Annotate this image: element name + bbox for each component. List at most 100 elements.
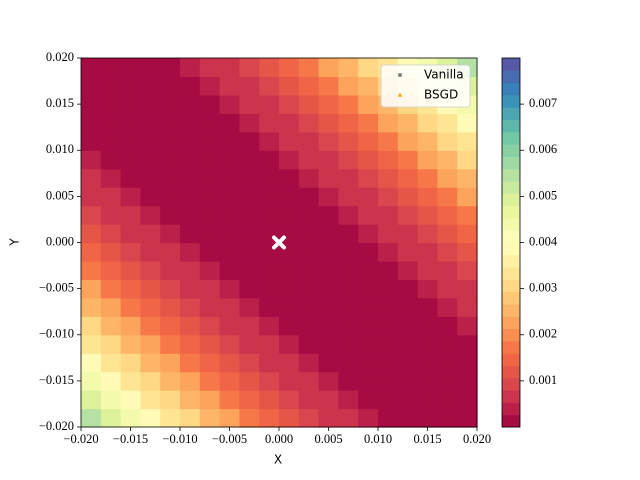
heatmap-cell [457, 316, 478, 336]
heatmap-cell [279, 150, 300, 170]
heatmap-cell [417, 150, 438, 170]
heatmap-cell [318, 113, 339, 133]
heatmap-cell [199, 334, 221, 354]
heatmap-cell [199, 113, 221, 133]
heatmap-cell [378, 371, 399, 391]
heatmap-cell [100, 334, 122, 354]
heatmap-cell [279, 131, 300, 151]
heatmap-cell [140, 390, 161, 410]
heatmap-cell [239, 408, 260, 428]
heatmap-cell [219, 224, 240, 244]
heatmap-cell [378, 390, 399, 410]
heatmap-cell [397, 353, 419, 373]
heatmap-cell [437, 316, 458, 336]
heatmap-cell [397, 279, 419, 299]
heatmap-cell [397, 131, 419, 151]
heatmap-cell [457, 408, 478, 428]
heatmap-cell [120, 205, 141, 225]
heatmap-cell [397, 168, 419, 188]
colorbar-band [502, 82, 520, 96]
heatmap-cell [457, 187, 478, 207]
heatmap-cell [378, 131, 399, 151]
heatmap-cell [457, 224, 478, 244]
heatmap-cell [120, 334, 141, 354]
heatmap-cell [298, 334, 320, 354]
heatmap-cell [397, 297, 419, 317]
heatmap-cell [81, 131, 102, 151]
heatmap-cell [239, 242, 260, 262]
y-tick-label: −0.015 [39, 373, 74, 387]
heatmap-cell [279, 371, 300, 391]
heatmap-cell [100, 390, 122, 410]
heatmap-cell [120, 224, 141, 244]
heatmap-cell [279, 94, 300, 114]
heatmap-cell [160, 150, 181, 170]
heatmap-cell [378, 297, 399, 317]
heatmap-cell [298, 168, 320, 188]
heatmap-cell [437, 334, 458, 354]
heatmap-cell [199, 224, 221, 244]
heatmap-cell [140, 187, 161, 207]
heatmap-cell [437, 224, 458, 244]
heatmap-cell [140, 279, 161, 299]
heatmap-cell [239, 224, 260, 244]
heatmap-cell [397, 205, 419, 225]
heatmap-cell [81, 94, 102, 114]
heatmap-cell [298, 76, 320, 96]
heatmap-cell [100, 224, 122, 244]
heatmap-cell [160, 353, 181, 373]
legend-label: BSGD [424, 88, 458, 102]
heatmap-cell [318, 224, 339, 244]
legend-marker [398, 73, 402, 77]
heatmap-cell [437, 390, 458, 410]
heatmap-cell [120, 76, 141, 96]
heatmap-cell [259, 353, 280, 373]
heatmap-cell [160, 260, 181, 280]
heatmap-cell [219, 353, 240, 373]
heatmap-cell [437, 260, 458, 280]
heatmap-cell [140, 131, 161, 151]
heatmap-cell [81, 113, 102, 133]
heatmap-cell [239, 316, 260, 336]
x-axis-label: X [274, 453, 282, 467]
heatmap-cell [140, 58, 161, 78]
heatmap-cell [318, 334, 339, 354]
heatmap-cell [279, 408, 300, 428]
heatmap-cell [259, 297, 280, 317]
heatmap-cell [81, 260, 102, 280]
heatmap-cell [318, 371, 339, 391]
heatmap-cell [298, 297, 320, 317]
heatmap-cell [180, 390, 201, 410]
heatmap-cell [199, 390, 221, 410]
heatmap-cell [437, 131, 458, 151]
heatmap-cell [199, 279, 221, 299]
heatmap-cell [279, 353, 300, 373]
heatmap-cell [358, 58, 379, 78]
colorbar-band [502, 217, 520, 231]
heatmap-cell [140, 297, 161, 317]
heatmap-cell [140, 334, 161, 354]
x-tick-label: −0.010 [162, 432, 197, 446]
heatmap-cell [318, 353, 339, 373]
heatmap-cell [199, 94, 221, 114]
heatmap-cell [358, 94, 379, 114]
heatmap-cell [100, 205, 122, 225]
heatmap-cell [100, 408, 122, 428]
heatmap-cell [417, 297, 438, 317]
heatmap-cell [279, 168, 300, 188]
heatmap-cell [457, 168, 478, 188]
heatmap-cell [180, 224, 201, 244]
heatmap-cell [378, 224, 399, 244]
legend: Vanilla BSGD [380, 64, 471, 108]
heatmap-cell [81, 371, 102, 391]
heatmap-cell [81, 297, 102, 317]
heatmap-cell [437, 150, 458, 170]
heatmap-cell [397, 187, 419, 207]
heatmap-cell [239, 297, 260, 317]
heatmap-cell [437, 297, 458, 317]
heatmap-cell [417, 390, 438, 410]
heatmap-cell [358, 150, 379, 170]
heatmap-cell [120, 353, 141, 373]
heatmap-cell [457, 334, 478, 354]
heatmap-cell [298, 187, 320, 207]
